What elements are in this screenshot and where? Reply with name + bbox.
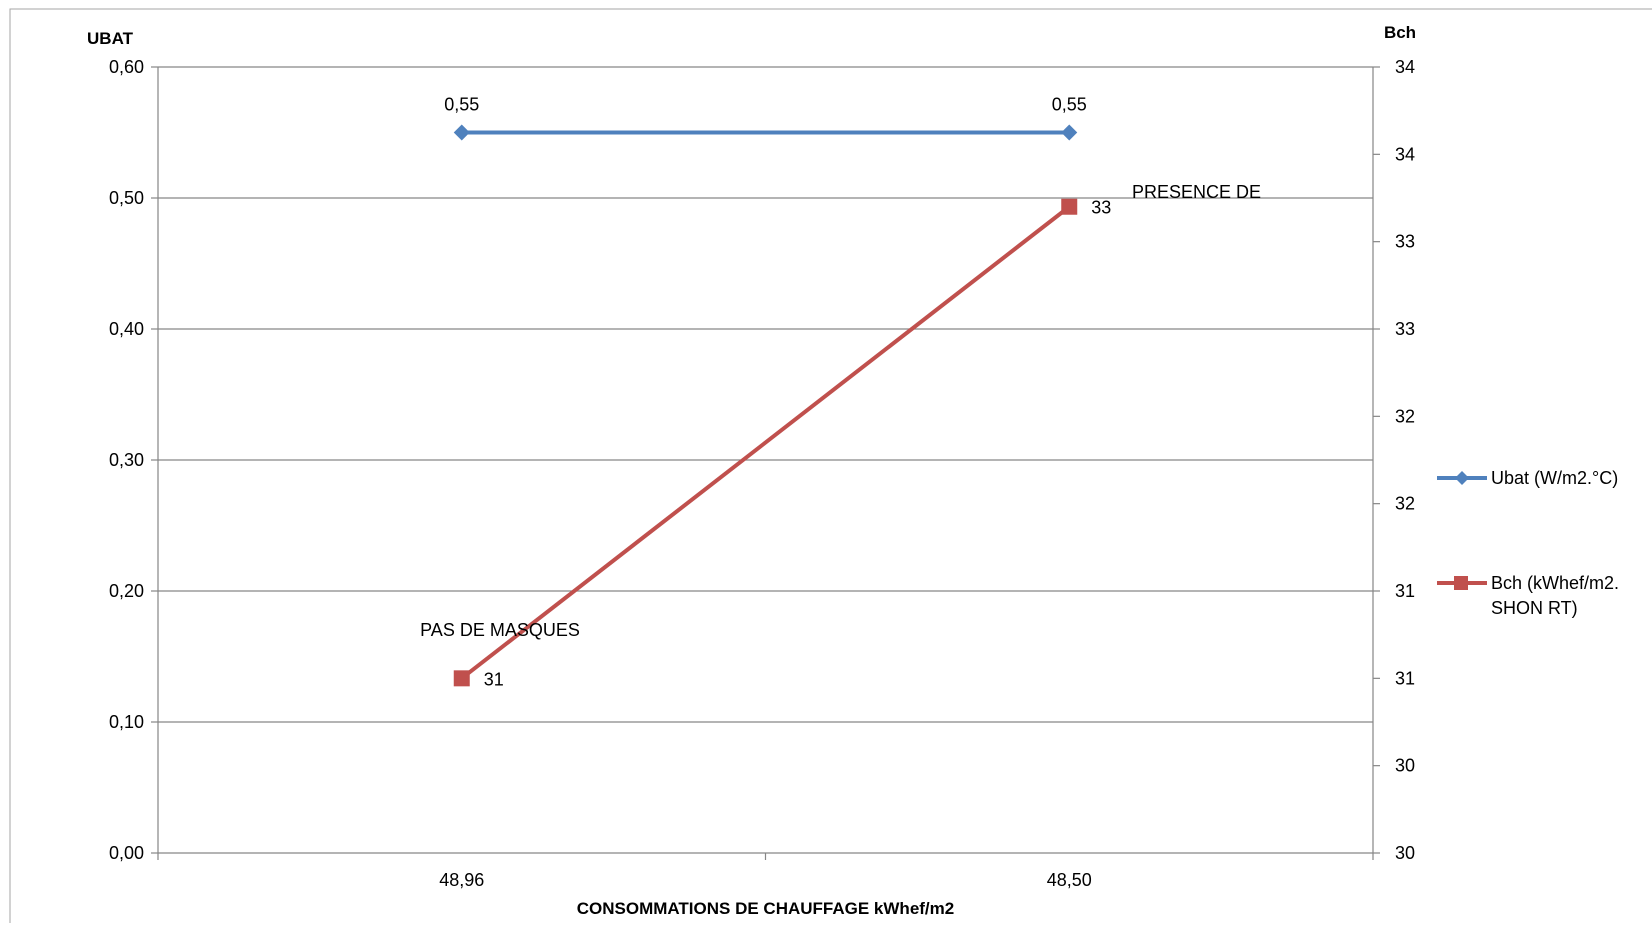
y-tick-label: 0,20 bbox=[109, 581, 144, 601]
legend-label-line: Bch (kWhef/m2. bbox=[1491, 573, 1619, 593]
data-label: 31 bbox=[484, 669, 504, 689]
y2-axis-title: Bch bbox=[1384, 23, 1416, 42]
y-axis-title: UBAT bbox=[87, 29, 134, 48]
legend-marker bbox=[1455, 471, 1469, 485]
y2-tick-label: 34 bbox=[1395, 144, 1415, 164]
x-tick-label: 48,96 bbox=[439, 870, 484, 890]
x-axis-title: CONSOMMATIONS DE CHAUFFAGE kWhef/m2 bbox=[577, 899, 954, 918]
legend-label: Ubat (W/m2.°C) bbox=[1491, 468, 1618, 488]
y2-tick-label: 33 bbox=[1395, 232, 1415, 252]
y-tick-label: 0,30 bbox=[109, 450, 144, 470]
data-point-marker bbox=[453, 124, 470, 141]
series bbox=[453, 124, 1078, 687]
legend-label-line: SHON RT) bbox=[1491, 598, 1578, 618]
y2-tick-label: 31 bbox=[1395, 668, 1415, 688]
legend-label-line: Ubat (W/m2.°C) bbox=[1491, 468, 1618, 488]
y-tick-label: 0,50 bbox=[109, 188, 144, 208]
chart-area-border bbox=[9, 8, 1652, 928]
y2-tick-label: 32 bbox=[1395, 406, 1415, 426]
data-label: 33 bbox=[1091, 198, 1111, 218]
annotation-text: PAS DE MASQUES bbox=[420, 620, 580, 640]
axes bbox=[151, 66, 1380, 860]
y2-tick-label: 30 bbox=[1395, 843, 1415, 863]
y2-tick-label: 32 bbox=[1395, 494, 1415, 514]
data-point-marker bbox=[1061, 124, 1078, 141]
data-point-marker bbox=[453, 670, 470, 687]
legend: Ubat (W/m2.°C) Bch (kWhef/m2. SHON RT) bbox=[1437, 468, 1619, 618]
gridlines bbox=[158, 66, 1373, 723]
y-tick-label: 0,40 bbox=[109, 319, 144, 339]
annotation-text: PRESENCE DE bbox=[1132, 182, 1261, 202]
y2-tick-label: 31 bbox=[1395, 581, 1415, 601]
data-label: 0,55 bbox=[444, 95, 479, 115]
y-tick-label: 0,60 bbox=[109, 57, 144, 77]
y2-tick-label: 30 bbox=[1395, 756, 1415, 776]
y2-tick-label: 33 bbox=[1395, 319, 1415, 339]
series-line-1 bbox=[460, 205, 1071, 680]
y-tick-label: 0,10 bbox=[109, 712, 144, 732]
y-tick-label: 0,00 bbox=[109, 843, 144, 863]
legend-marker bbox=[1454, 576, 1468, 590]
x-tick-label: 48,50 bbox=[1047, 870, 1092, 890]
labels: 0,00 0,10 0,20 0,30 0,40 0,50 0,60 30 30 31 31 32 32… bbox=[87, 23, 1416, 918]
y2-tick-label: 34 bbox=[1395, 57, 1415, 77]
data-label: 0,55 bbox=[1052, 95, 1087, 115]
data-point-marker bbox=[1061, 198, 1078, 215]
legend-label: Bch (kWhef/m2. SHON RT) bbox=[1491, 573, 1619, 618]
